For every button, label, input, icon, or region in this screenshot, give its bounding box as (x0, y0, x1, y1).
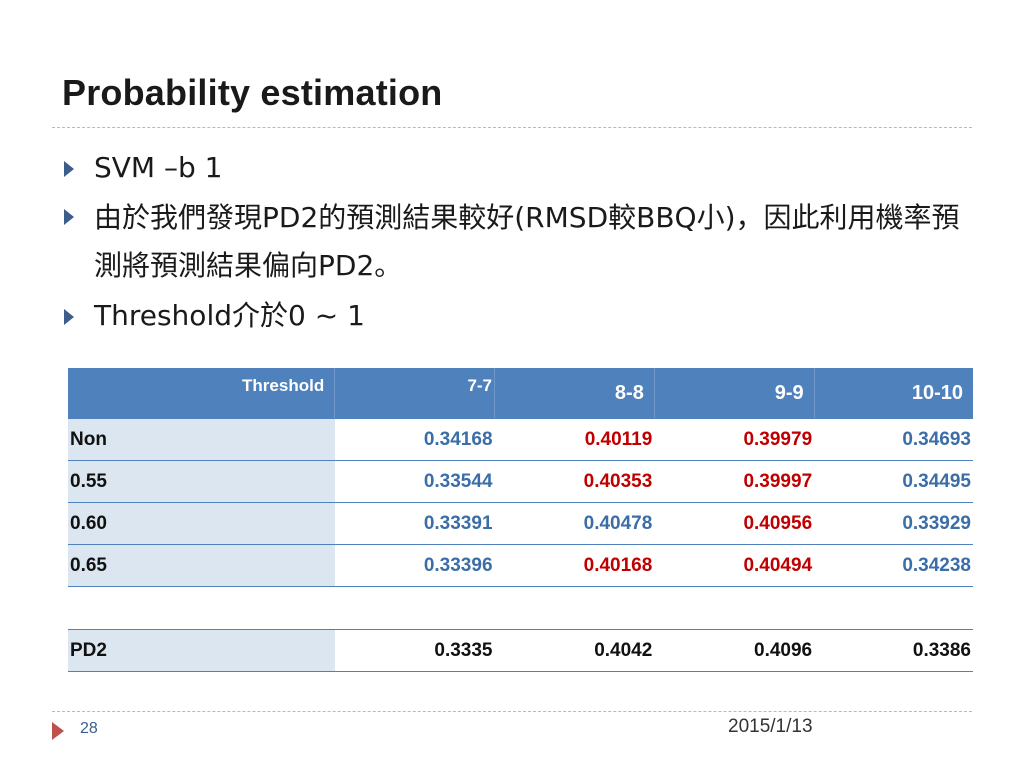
bullet-text: 由於我們發現PD2的預測結果較好(RMSD較BBQ小)，因此利用機率預測將預測結… (94, 201, 960, 282)
table-row: Non 0.34168 0.40119 0.39979 0.34693 (68, 418, 973, 461)
results-table: Threshold 7-7 8-8 9-9 10-10 Non 0.34168 … (68, 368, 973, 587)
bullet-item: Threshold介於0 ~ 1 (60, 294, 970, 338)
table-cell: 0.3335 (334, 629, 495, 672)
table-cell: 0.34238 (814, 544, 973, 587)
table-header-row: Threshold 7-7 8-8 9-9 10-10 (68, 368, 973, 419)
triangle-marker-icon (52, 722, 64, 740)
page-number: 28 (80, 720, 98, 737)
table-cell: 0.40478 (494, 502, 655, 545)
bullet-text: SVM –b 1 (94, 151, 223, 184)
row-label: 0.55 (68, 460, 335, 503)
table-cell: 0.40956 (654, 502, 815, 545)
table-cell: 0.39997 (654, 460, 815, 503)
table-cell: 0.4096 (654, 629, 815, 672)
bullet-text: Threshold介於0 ~ 1 (94, 299, 365, 332)
footer-divider (52, 711, 972, 712)
header-8-8: 8-8 (494, 368, 655, 419)
row-label: PD2 (68, 629, 335, 672)
row-label: 0.60 (68, 502, 335, 545)
slide-title: Probability estimation (62, 72, 443, 113)
table-cell: 0.40353 (494, 460, 655, 503)
bullet-item: SVM –b 1 (60, 146, 970, 190)
table-cell: 0.3386 (814, 629, 973, 672)
table-cell: 0.33391 (334, 502, 495, 545)
header-threshold: Threshold (68, 368, 335, 419)
bullet-item: 由於我們發現PD2的預測結果較好(RMSD較BBQ小)，因此利用機率預測將預測結… (60, 194, 970, 290)
results-table-container: Threshold 7-7 8-8 9-9 10-10 Non 0.34168 … (68, 368, 973, 672)
table-cell: 0.33396 (334, 544, 495, 587)
table-row: 0.65 0.33396 0.40168 0.40494 0.34238 (68, 544, 973, 587)
row-label: 0.65 (68, 544, 335, 587)
bullet-arrow-icon (64, 209, 74, 225)
table-cell: 0.34168 (334, 418, 495, 461)
row-label: Non (68, 418, 335, 461)
pd2-table: PD2 0.3335 0.4042 0.4096 0.3386 (68, 629, 973, 672)
table-row: PD2 0.3335 0.4042 0.4096 0.3386 (68, 629, 973, 672)
table-cell: 0.33544 (334, 460, 495, 503)
table-cell: 0.39979 (654, 418, 815, 461)
header-9-9: 9-9 (653, 368, 815, 419)
title-divider (52, 127, 972, 128)
table-cell: 0.40494 (654, 544, 815, 587)
table-cell: 0.34693 (814, 418, 973, 461)
table-cell: 0.34495 (814, 460, 973, 503)
table-cell: 0.40168 (494, 544, 655, 587)
table-row: 0.60 0.33391 0.40478 0.40956 0.33929 (68, 502, 973, 545)
table-cell: 0.40119 (494, 418, 655, 461)
header-10-10: 10-10 (813, 368, 973, 419)
table-cell: 0.33929 (814, 502, 973, 545)
bullet-arrow-icon (64, 161, 74, 177)
table-cell: 0.4042 (494, 629, 655, 672)
bullet-list: SVM –b 1 由於我們發現PD2的預測結果較好(RMSD較BBQ小)，因此利… (60, 146, 970, 342)
table-row: 0.55 0.33544 0.40353 0.39997 0.34495 (68, 460, 973, 503)
bullet-arrow-icon (64, 309, 74, 325)
slide-date: 2015/1/13 (728, 716, 813, 737)
header-7-7: 7-7 (334, 368, 495, 419)
